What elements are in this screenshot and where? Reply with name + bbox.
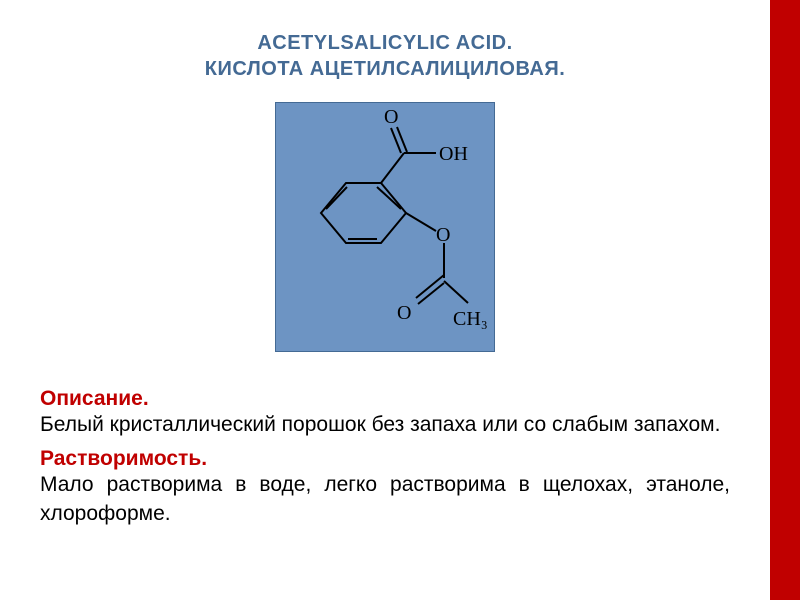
description-text: Белый кристаллический порошок без запаха… bbox=[40, 411, 730, 439]
atom-label-o-ester: O bbox=[436, 224, 450, 246]
solubility-text: Мало растворима в воде, легко растворима… bbox=[40, 471, 730, 528]
atom-label-o-dbond: O bbox=[397, 302, 411, 324]
molecule-svg: O OH O O CH₃ bbox=[276, 103, 496, 353]
atom-label-o-top: O bbox=[384, 106, 398, 128]
accent-bar bbox=[770, 0, 800, 600]
molecule-diagram: O OH O O CH₃ bbox=[275, 102, 495, 352]
atom-label-ch3: CH₃ bbox=[453, 308, 488, 330]
title-line1: ACETYLSALICYLIC ACID. bbox=[257, 32, 512, 54]
atom-label-oh: OH bbox=[439, 143, 468, 165]
molecule-container: O OH O O CH₃ bbox=[40, 102, 730, 357]
page-title: ACETYLSALICYLIC ACID. КИСЛОТА АЦЕТИЛСАЛИ… bbox=[40, 30, 730, 82]
solubility-label: Растворимость. bbox=[40, 447, 730, 471]
slide-content: ACETYLSALICYLIC ACID. КИСЛОТА АЦЕТИЛСАЛИ… bbox=[0, 0, 770, 600]
title-line2: КИСЛОТА АЦЕТИЛСАЛИЦИЛОВАЯ. bbox=[205, 58, 566, 80]
description-label: Описание. bbox=[40, 387, 730, 411]
